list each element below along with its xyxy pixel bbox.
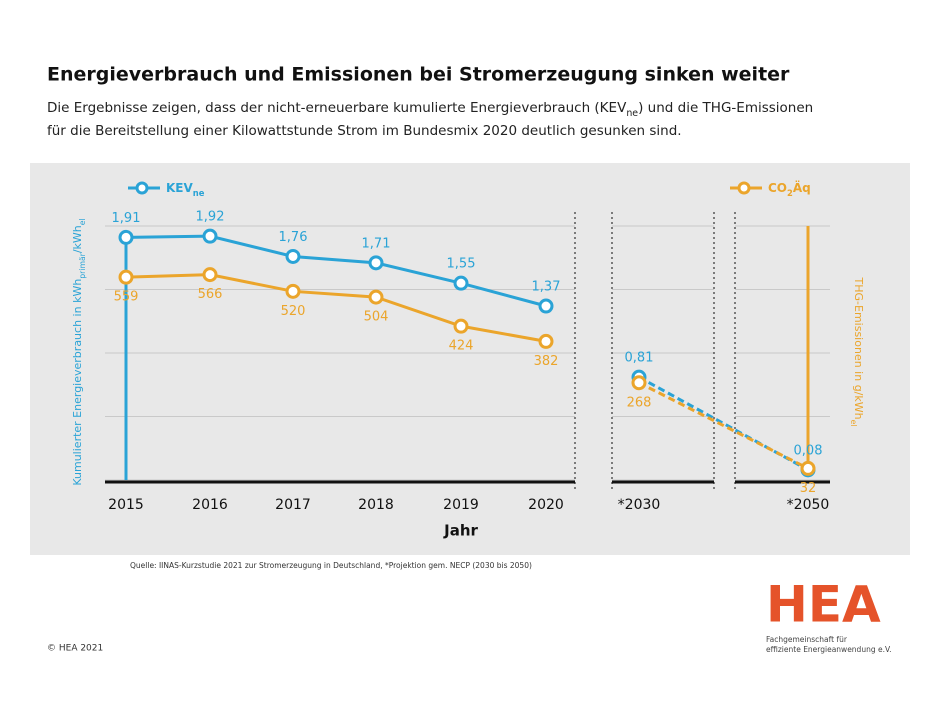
title: Energieverbrauch und Emissionen bei Stro…	[47, 64, 790, 86]
subscript: primär	[78, 252, 87, 278]
data-label: 1,37	[532, 280, 561, 295]
logo-tagline: Fachgemeinschaft für	[766, 635, 848, 644]
text-part: /kWh	[71, 225, 84, 253]
legend-marker	[737, 181, 751, 195]
subtitle-line: für die Bereitstellung einer Kilowattstu…	[47, 123, 682, 139]
x-axis-title: Jahr	[443, 522, 478, 540]
copyright: © HEA 2021	[47, 644, 103, 654]
source-note: Quelle: IINAS-Kurzstudie 2021 zur Strome…	[130, 561, 532, 570]
data-label: 0,08	[794, 443, 823, 458]
data-point	[118, 269, 134, 285]
data-label: 566	[198, 287, 223, 302]
text-part: CO	[768, 181, 787, 195]
y2-axis-title: THG-Emissionen in g/kWhel	[850, 277, 866, 427]
data-label: 32	[800, 481, 817, 496]
text-part: Kumulierter Energieverbrauch in kWh	[71, 279, 84, 486]
x-tick-label: 2015	[108, 497, 144, 513]
text-part: Die Ergebnisse zeigen, dass der nicht-er…	[47, 100, 627, 116]
x-tick-label: *2050	[787, 497, 830, 513]
data-point	[285, 248, 301, 264]
data-label: 504	[364, 310, 389, 325]
data-point	[538, 333, 554, 349]
subscript: el	[78, 218, 87, 225]
data-label: 1,71	[362, 236, 391, 251]
subscript: 2	[787, 188, 793, 198]
series-line	[125, 234, 547, 308]
legend-marker	[135, 181, 149, 195]
data-label: 520	[281, 304, 306, 319]
text-part: KEV	[166, 181, 193, 195]
x-tick-label: 2018	[358, 497, 394, 513]
data-point	[453, 275, 469, 291]
legend-label: KEVne	[166, 181, 205, 198]
data-label: 1,92	[196, 210, 225, 225]
data-point	[118, 229, 134, 245]
series-line	[638, 381, 809, 470]
data-point	[202, 228, 218, 244]
data-point	[368, 289, 384, 305]
data-label: 1,91	[112, 211, 141, 226]
legend-label: CO2Äq	[768, 180, 811, 198]
logo: HEA	[766, 576, 881, 634]
chart-background	[30, 163, 910, 555]
text-part: THG-Emissionen in g/kWh	[852, 277, 865, 420]
text-part: Äq	[793, 180, 811, 195]
x-tick-label: 2020	[528, 497, 564, 513]
data-point	[800, 460, 816, 476]
data-point	[202, 267, 218, 283]
data-label: 559	[114, 290, 139, 305]
data-label: 268	[627, 395, 652, 410]
text-part: für die Bereitstellung einer Kilowattstu…	[47, 123, 682, 139]
subscript: el	[850, 420, 859, 427]
text-part: ) und die THG-Emissionen	[638, 100, 813, 116]
data-point	[631, 375, 647, 391]
data-label: 0,81	[625, 351, 654, 366]
series-line	[125, 273, 547, 343]
x-tick-label: 2019	[443, 497, 479, 513]
data-point	[538, 298, 554, 314]
data-label: 382	[534, 354, 559, 369]
y-axis-title: Kumulierter Energieverbrauch in kWhprimä…	[71, 218, 87, 485]
subscript: ne	[193, 188, 205, 198]
data-label: 1,55	[447, 257, 476, 272]
x-tick-label: 2017	[275, 497, 311, 513]
logo-tagline: effiziente Energieanwendung e.V.	[766, 645, 892, 654]
subscript: ne	[626, 108, 638, 119]
data-point	[285, 283, 301, 299]
x-tick-label: 2016	[192, 497, 228, 513]
data-label: 1,76	[279, 230, 308, 245]
data-label: 424	[449, 339, 474, 354]
subtitle-line: Die Ergebnisse zeigen, dass der nicht-er…	[47, 100, 813, 119]
data-point	[453, 318, 469, 334]
data-point	[368, 255, 384, 271]
x-tick-label: *2030	[618, 497, 661, 513]
